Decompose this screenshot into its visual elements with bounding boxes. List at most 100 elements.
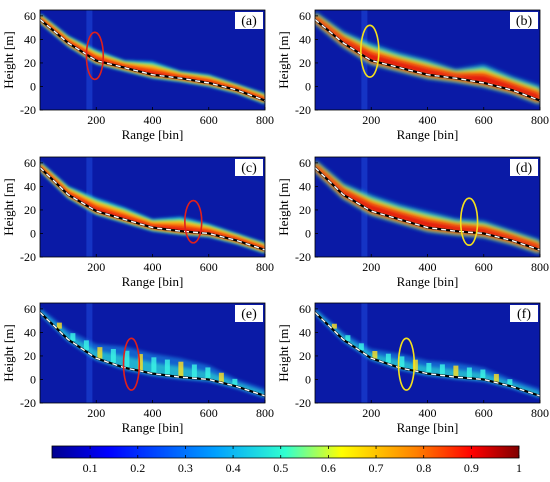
y-axis-label: Height [m] <box>1 324 16 381</box>
heatmap-background <box>315 10 540 110</box>
y-tick-label: -20 <box>295 103 311 117</box>
y-tick-label: 20 <box>299 56 311 70</box>
band-fragment <box>70 333 76 341</box>
band-fragment <box>507 379 513 386</box>
x-tick-label: 800 <box>256 406 274 420</box>
colorbar-scale <box>51 445 520 459</box>
y-tick-label: 20 <box>299 349 311 363</box>
highlight-ellipse <box>122 337 141 391</box>
panel-label: (a) <box>235 12 263 29</box>
panel-label-text: (f) <box>517 307 531 322</box>
band-fragment <box>56 322 62 329</box>
highlight-ellipse <box>184 199 203 244</box>
y-axis-label: Height [m] <box>276 324 291 381</box>
x-tick-label: 200 <box>362 260 380 274</box>
profile-line <box>315 18 540 102</box>
colorbar-tick-label: 0.8 <box>416 461 431 475</box>
x-axis-label: Range [bin] <box>397 127 459 142</box>
x-tick-label: 600 <box>200 406 218 420</box>
x-tick-label: 800 <box>531 113 549 127</box>
highlight-ellipse <box>360 24 380 78</box>
panel-label-text: (e) <box>241 307 257 322</box>
x-tick-label: 800 <box>256 113 274 127</box>
band-fragment <box>205 367 211 380</box>
y-tick-label: -20 <box>20 103 36 117</box>
panel: (a) -20 0 20 40 60 200 400 600 800 Range [bin] Heig… <box>1 9 274 142</box>
vertical-streak <box>361 10 368 110</box>
heatmap-area <box>40 303 265 403</box>
panel-label: (d) <box>510 159 538 176</box>
x-tick-label: 200 <box>362 113 380 127</box>
y-tick-label: 40 <box>24 32 36 46</box>
y-axis-label: Height [m] <box>1 178 16 235</box>
panel-label-box <box>235 159 263 176</box>
band-fragment <box>124 350 130 368</box>
profile-line <box>40 18 265 102</box>
y-axis-label: Height [m] <box>1 31 16 88</box>
x-tick-label: 400 <box>419 260 437 274</box>
y-tick-label: -20 <box>20 396 36 410</box>
panel-label: (b) <box>510 12 538 29</box>
x-tick-label: 800 <box>531 406 549 420</box>
band-fragment <box>399 356 405 368</box>
x-tick-label: 600 <box>475 113 493 127</box>
x-tick-label: 600 <box>475 260 493 274</box>
band-inner <box>40 15 265 102</box>
y-tick-label: 60 <box>299 302 311 316</box>
x-axis-label: Range [bin] <box>122 127 184 142</box>
y-tick-label: 0 <box>30 226 36 240</box>
profile-line <box>40 311 265 397</box>
y-tick-label: 20 <box>24 203 36 217</box>
highlight-ellipse <box>85 31 105 81</box>
panel-label: (e) <box>235 305 263 322</box>
band-fragment <box>480 369 486 380</box>
y-tick-label: 60 <box>299 9 311 23</box>
profile-line <box>315 167 540 251</box>
x-tick-label: 400 <box>419 113 437 127</box>
y-tick-label: 0 <box>30 372 36 386</box>
x-tick-label: 400 <box>144 260 162 274</box>
y-tick-label: 40 <box>24 179 36 193</box>
y-tick-label: -20 <box>20 250 36 264</box>
y-tick-label: 0 <box>305 226 311 240</box>
colorbar-tick-label: 0.9 <box>464 461 479 475</box>
band-fragment <box>439 364 445 376</box>
panel-label-box <box>235 12 263 29</box>
x-axis-label: Range [bin] <box>122 420 184 435</box>
panel-label-box <box>510 12 538 29</box>
y-tick-label: -20 <box>295 396 311 410</box>
colorbar-tick-label: 0.5 <box>273 461 288 475</box>
panel-label-text: (c) <box>241 161 257 176</box>
x-tick-label: 200 <box>87 260 105 274</box>
profile-line <box>40 167 265 251</box>
x-tick-label: 800 <box>256 260 274 274</box>
band-fragment <box>493 373 499 383</box>
band-fragment <box>178 361 184 377</box>
band-fragment <box>331 323 337 329</box>
panel: (b) -20 0 20 40 60 200 400 600 800 Range [bin] Heig… <box>276 9 549 142</box>
panel-label: (c) <box>235 159 263 176</box>
heatmap-area <box>315 10 540 110</box>
band-fragment <box>110 348 116 364</box>
y-tick-label: 20 <box>24 56 36 70</box>
colorbar-tick-label: 1 <box>516 461 522 475</box>
x-tick-label: 200 <box>362 406 380 420</box>
highlight-ellipse <box>397 337 416 391</box>
x-tick-label: 200 <box>87 406 105 420</box>
colorbar-tick-label: 0.2 <box>130 461 145 475</box>
y-tick-label: 0 <box>305 79 311 93</box>
heatmap-background <box>40 303 265 403</box>
panel-label-text: (d) <box>516 161 533 176</box>
colorbar-tick-label: 0.6 <box>321 461 336 475</box>
band-fragment <box>345 335 351 341</box>
panel-label: (f) <box>510 305 538 322</box>
band-fragment <box>412 359 418 371</box>
colorbar-tick-label: 0.3 <box>178 461 193 475</box>
x-axis-label: Range [bin] <box>397 274 459 289</box>
band-fragment <box>191 364 197 379</box>
heatmap-area <box>315 303 540 403</box>
panel-label-text: (a) <box>241 14 257 29</box>
y-tick-label: 20 <box>299 203 311 217</box>
y-tick-label: 60 <box>24 302 36 316</box>
panel: (c) -20 0 20 40 60 200 400 600 800 Range [bin] Heig… <box>1 156 274 289</box>
